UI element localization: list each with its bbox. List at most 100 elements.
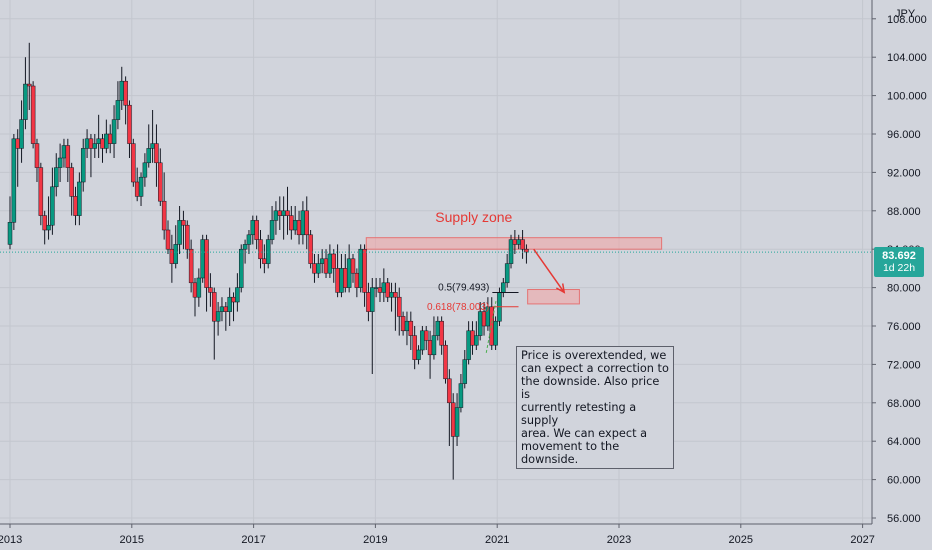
y-tick-label: 80.000 xyxy=(887,283,921,295)
candle xyxy=(53,153,59,197)
candle-body xyxy=(501,282,506,293)
candle-body xyxy=(339,268,344,293)
candle xyxy=(265,234,271,269)
candle-body xyxy=(504,263,510,284)
candle-body xyxy=(389,292,394,298)
y-tick-label: 88.000 xyxy=(887,206,921,218)
candle xyxy=(158,148,163,206)
candle-body xyxy=(142,162,148,178)
candle-body xyxy=(92,143,98,149)
candle xyxy=(185,220,190,259)
candle xyxy=(115,81,121,130)
supply-zone-label: Supply zone xyxy=(435,209,512,225)
candle xyxy=(165,220,171,254)
candle-body xyxy=(50,186,55,226)
candle xyxy=(227,287,232,326)
fib-05-label: 0.5(79.493) xyxy=(438,282,489,293)
candle-body xyxy=(138,176,144,197)
candle xyxy=(173,225,178,269)
down-arrow-head xyxy=(555,283,566,294)
candle xyxy=(350,254,356,283)
candle-body xyxy=(185,224,190,250)
candle-body xyxy=(443,344,448,380)
candle xyxy=(474,321,479,350)
candle xyxy=(34,138,40,182)
candle-body xyxy=(296,220,302,236)
candle-body xyxy=(88,138,94,149)
candle xyxy=(161,172,167,240)
candle-body xyxy=(493,320,498,346)
candle-body xyxy=(250,220,256,236)
candle xyxy=(362,244,367,307)
candle-body xyxy=(416,349,421,360)
candle xyxy=(454,393,460,446)
candle-body xyxy=(350,258,356,274)
x-tick-label: 2013 xyxy=(0,534,22,546)
candle-body xyxy=(173,244,178,264)
candle-body xyxy=(508,239,514,264)
candle-body xyxy=(204,239,209,288)
last-price-tag: 83.692 1d 22h xyxy=(874,247,924,277)
candle-body xyxy=(265,239,271,264)
overlay-layer xyxy=(0,248,872,294)
analysis-note[interactable]: Price is overextended, we can expect a c… xyxy=(516,346,674,469)
candle-body xyxy=(34,143,40,168)
y-tick-label: 68.000 xyxy=(887,398,921,410)
candle-body xyxy=(431,335,437,356)
candle-body xyxy=(212,292,217,322)
x-tick-label: 2021 xyxy=(485,534,509,546)
candle xyxy=(77,172,82,226)
candle xyxy=(123,76,128,125)
fib-0618-label: 0.618(78.003) xyxy=(427,302,489,313)
candle-body xyxy=(77,181,82,216)
candle-body xyxy=(335,268,340,293)
candle-body xyxy=(127,104,132,144)
candle xyxy=(397,287,402,336)
candle-body xyxy=(277,210,283,216)
candle-body xyxy=(38,167,44,216)
candle-body xyxy=(100,138,105,149)
target-zone-box xyxy=(527,289,580,305)
candle-body xyxy=(23,83,28,120)
candle-body xyxy=(69,167,74,197)
candle-body xyxy=(346,258,352,288)
candle-body xyxy=(285,210,290,216)
candle xyxy=(269,206,275,245)
candle xyxy=(208,273,213,307)
candle-body xyxy=(208,287,213,293)
candle xyxy=(416,345,421,365)
candle-body xyxy=(512,239,518,245)
currency-label: JPY xyxy=(895,8,916,20)
y-tick-label: 56.000 xyxy=(887,513,921,525)
candle xyxy=(316,254,321,278)
candle-body xyxy=(524,248,529,253)
candle-body xyxy=(30,85,36,144)
candle xyxy=(308,230,313,269)
candle-body xyxy=(381,282,387,293)
candle-body xyxy=(408,320,414,336)
candle xyxy=(65,138,71,182)
x-tick-label: 2023 xyxy=(607,534,631,546)
candle-body xyxy=(235,287,240,303)
candle xyxy=(146,124,151,168)
candle xyxy=(520,230,525,259)
candle-body xyxy=(269,220,275,240)
candle-body xyxy=(516,239,521,245)
candle-body xyxy=(331,253,336,269)
candle-body xyxy=(246,234,252,245)
candle xyxy=(439,316,444,355)
candle xyxy=(385,278,390,302)
candle-body xyxy=(462,359,468,384)
candle xyxy=(7,196,13,250)
candle-body xyxy=(131,143,136,183)
candle xyxy=(23,57,28,130)
candle-body xyxy=(61,145,67,159)
candle-body xyxy=(231,296,236,303)
candle xyxy=(331,249,336,283)
candle xyxy=(200,234,205,283)
candle-body xyxy=(262,258,267,264)
candle-body xyxy=(423,330,429,341)
candle-body xyxy=(7,222,13,245)
